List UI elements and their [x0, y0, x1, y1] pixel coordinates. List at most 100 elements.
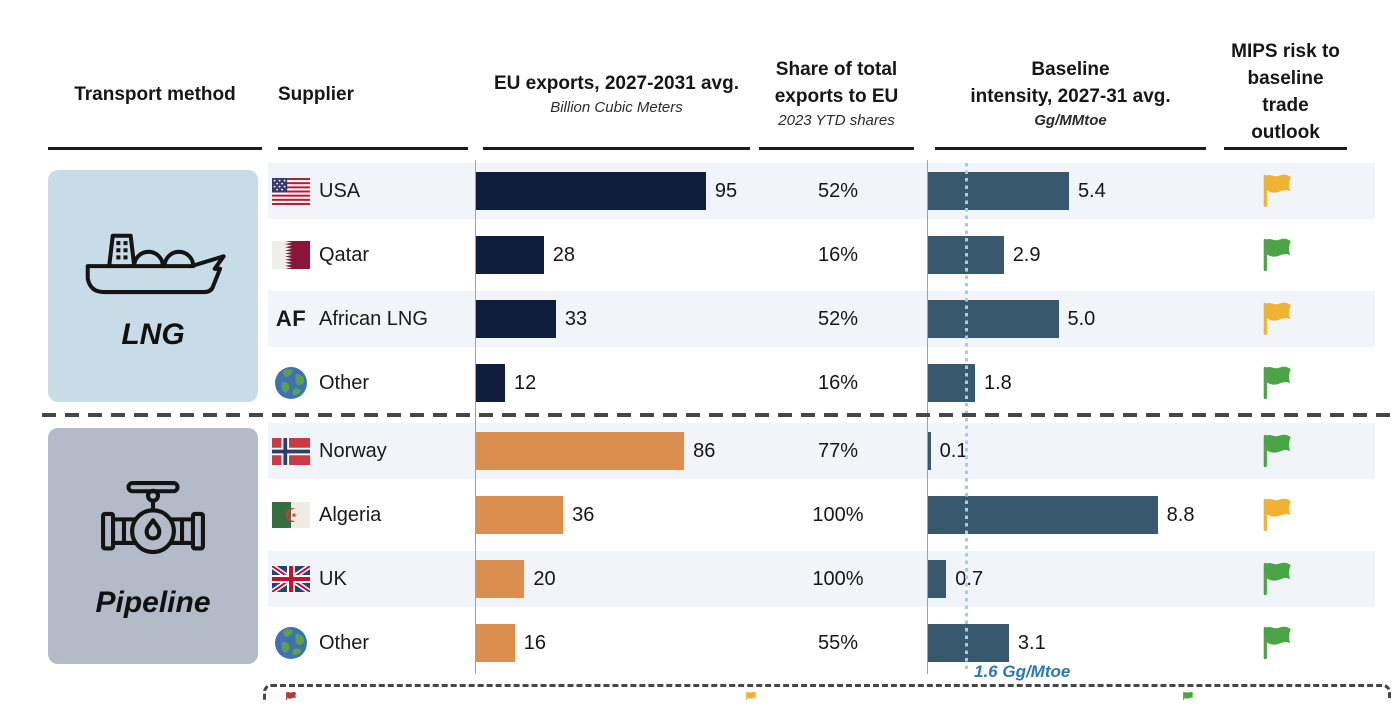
- supplier-label: USA: [319, 179, 361, 202]
- norway-flag-icon: [272, 437, 310, 465]
- mips-header-line2: baseline: [1247, 68, 1324, 89]
- intensity-header-title-line2: intensity, 2027-31 avg.: [970, 86, 1171, 107]
- table-row-algeria: Algeria 36 100% 8.8: [268, 487, 1375, 543]
- exports-bar-cell: 36: [476, 487, 594, 543]
- transport-header-title: Transport method: [74, 84, 236, 105]
- exports-value: 28: [552, 243, 575, 266]
- supplier-label: UK: [319, 567, 347, 590]
- mips-header-line1: MIPS risk to: [1231, 41, 1340, 62]
- intensity-bar-cell: 0.7: [928, 551, 983, 607]
- intensity-reference-label: 1.6 Gg/Mtoe: [974, 662, 1071, 681]
- intensity-value: 1.8: [983, 371, 1012, 394]
- algeria-flag-icon: [272, 502, 310, 528]
- af-text: AF: [275, 306, 307, 331]
- supplier-label: African LNG: [319, 307, 428, 330]
- exports-bar: [476, 432, 685, 470]
- intensity-value: 8.8: [1166, 503, 1195, 526]
- header-underline-supplier: [278, 147, 468, 150]
- table-row-usa: USA 95 52% 5.4: [268, 163, 1375, 219]
- intensity-value: 5.0: [1067, 307, 1096, 330]
- exports-header-title: EU exports, 2027-2031 avg.: [493, 73, 740, 94]
- exports-bar-cell: 95: [476, 163, 737, 219]
- intensity-value: 0.1: [939, 439, 968, 462]
- pipeline-valve-icon: [101, 481, 205, 555]
- uk-flag-icon: [272, 566, 310, 592]
- globe-icon: [272, 626, 310, 660]
- supplier-label: Norway: [319, 439, 387, 462]
- intensity-value: 3.1: [1017, 631, 1046, 654]
- lng-method-label: LNG: [121, 318, 185, 351]
- intensity-bar: [928, 300, 1059, 338]
- exports-bar-cell: 20: [476, 551, 556, 607]
- intensity-bar: [928, 560, 947, 598]
- intensity-bar-cell: 0.1: [928, 423, 967, 479]
- exports-value: 33: [564, 307, 588, 330]
- share-value: 55%: [817, 631, 859, 654]
- supplier-label: Other: [319, 631, 370, 654]
- header-underline-share: [759, 147, 914, 150]
- africa-af-icon: AF: [272, 306, 310, 332]
- globe-icon: [272, 366, 310, 400]
- exports-bar-cell: 16: [476, 615, 546, 671]
- share-value: 52%: [817, 307, 859, 330]
- share-value: 52%: [817, 179, 859, 202]
- exports-value: 86: [693, 439, 716, 462]
- intensity-bar-cell: 5.4: [928, 163, 1106, 219]
- supplier-label: Other: [319, 371, 370, 394]
- header-underline-mips: [1224, 147, 1347, 150]
- screenshot-crop-cover: [0, 700, 1400, 719]
- exports-bar: [476, 496, 564, 534]
- risk-flag-icon: [1256, 163, 1298, 219]
- share-header-title-line2: exports to EU: [774, 86, 899, 107]
- share-header-title-line1: Share of total: [775, 59, 898, 80]
- risk-flag-icon: [1256, 355, 1298, 411]
- share-value: 100%: [812, 503, 864, 526]
- table-row-other-lng: Other 12 16% 1.8: [268, 355, 1375, 411]
- pipeline-method-card: Pipeline: [48, 428, 258, 664]
- column-header-supplier: Supplier: [278, 81, 468, 108]
- exports-bar-cell: 86: [476, 423, 715, 479]
- risk-flag-icon: [1256, 291, 1298, 347]
- exports-value: 16: [523, 631, 546, 654]
- mips-header-line3: trade: [1262, 95, 1309, 116]
- intensity-bar-cell: 2.9: [928, 227, 1041, 283]
- supplier-cell: UK: [272, 551, 472, 607]
- exports-value: 36: [572, 503, 595, 526]
- supplier-cell: Other: [272, 615, 472, 671]
- exports-bar-cell: 28: [476, 227, 575, 283]
- risk-flag-icon: [1256, 423, 1298, 479]
- usa-flag-icon: [272, 177, 310, 205]
- supplier-header-title: Supplier: [278, 84, 355, 105]
- intensity-bar: [928, 496, 1158, 534]
- risk-flag-icon: [1256, 227, 1298, 283]
- header-underline-exports: [483, 147, 750, 150]
- column-header-mips: MIPS risk to baseline trade outlook: [1224, 38, 1347, 146]
- intensity-header-subtitle: Gg/MMtoe: [1034, 112, 1107, 129]
- header-underline-intensity: [935, 147, 1206, 150]
- supplier-cell: Other: [272, 355, 472, 411]
- intensity-header-title-line1: Baseline: [1031, 59, 1110, 80]
- table-row-norway: Norway 86 77% 0.1: [268, 423, 1375, 479]
- supplier-cell: USA: [272, 163, 472, 219]
- intensity-value: 5.4: [1077, 179, 1106, 202]
- mips-header-line4: outlook: [1251, 122, 1320, 143]
- intensity-bar: [928, 172, 1069, 210]
- risk-flag-icon: [1256, 487, 1298, 543]
- lng-method-card: LNG: [48, 170, 258, 402]
- supplier-cell: AF African LNG: [272, 291, 472, 347]
- column-header-exports: EU exports, 2027-2031 avg. Billion Cubic…: [483, 70, 750, 118]
- header-underline-transport: [48, 147, 262, 150]
- lng-ship-icon: [85, 233, 226, 295]
- exports-value: 20: [533, 567, 556, 590]
- share-value: 16%: [817, 243, 859, 266]
- supplier-cell: Norway: [272, 423, 472, 479]
- share-header-subtitle: 2023 YTD shares: [778, 112, 895, 129]
- table-row-other-pipeline: Other 16 55% 3.1: [268, 615, 1375, 671]
- intensity-value: 2.9: [1012, 243, 1041, 266]
- intensity-value: 0.7: [955, 567, 984, 590]
- intensity-axis-line: [927, 160, 928, 674]
- exports-bar: [476, 236, 544, 274]
- risk-flag-icon: [1256, 551, 1298, 607]
- table-row-uk: UK 20 100% 0.7: [268, 551, 1375, 607]
